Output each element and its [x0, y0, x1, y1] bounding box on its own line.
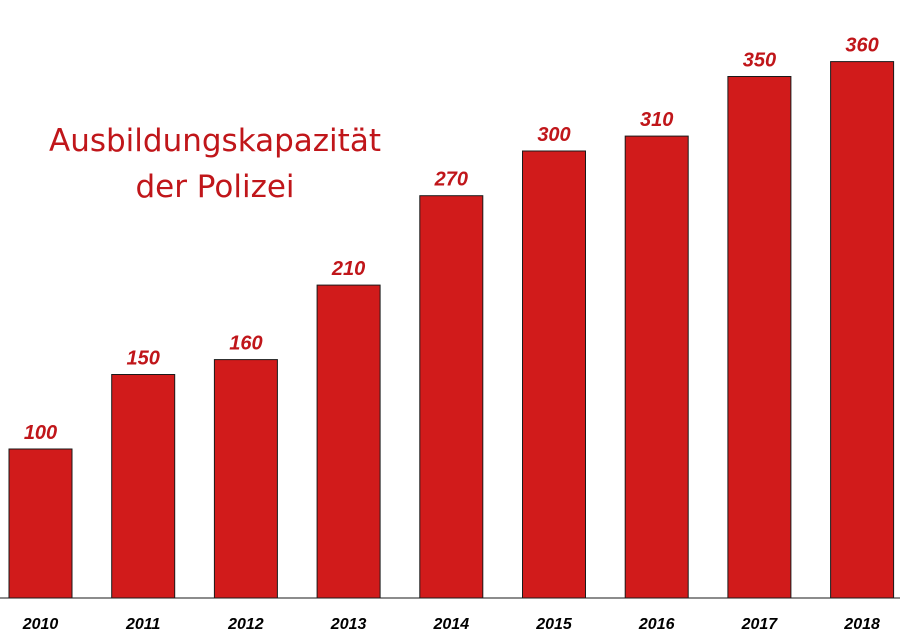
x-tick-label-2016: 2016: [638, 616, 675, 633]
bar-value-label-2010: 100: [24, 422, 57, 444]
value-labels-layer: 100 150 160 210 270 300 310 350 360: [24, 35, 879, 444]
bar-2010: [8, 448, 73, 599]
x-tick-label-2015: 2015: [535, 616, 573, 633]
x-tick-label-2014: 2014: [433, 616, 470, 633]
bar-value-label-2015: 300: [537, 124, 570, 146]
x-tick-labels-layer: 2010 2011 2012 2013 2014 2015 2016 2017 2018: [22, 616, 880, 633]
bars-layer: [8, 61, 895, 599]
chart-title-line-2: der Polizei: [135, 169, 295, 205]
chart-title-line-1: Ausbildungskapazität: [49, 123, 381, 159]
bar-value-label-2017: 350: [743, 50, 776, 72]
bar-2017: [727, 76, 792, 599]
chart-title: Ausbildungskapazität der Polizei: [40, 118, 390, 210]
bar-2012: [213, 359, 278, 599]
x-tick-label-2012: 2012: [227, 616, 264, 633]
bar-value-label-2012: 160: [229, 333, 262, 355]
bar-value-label-2018: 360: [845, 35, 878, 57]
x-tick-label-2018: 2018: [843, 616, 880, 633]
bar-value-label-2011: 150: [127, 348, 160, 370]
x-tick-label-2013: 2013: [330, 616, 367, 633]
x-tick-label-2017: 2017: [741, 616, 779, 633]
x-tick-label-2011: 2011: [125, 616, 161, 633]
bar-2011: [111, 374, 176, 599]
bar-2013: [316, 284, 381, 599]
bar-value-label-2016: 310: [640, 109, 673, 131]
bar-2018: [830, 61, 895, 599]
x-tick-label-2010: 2010: [22, 616, 59, 633]
bar-value-label-2013: 210: [331, 258, 365, 280]
bar-2016: [624, 135, 689, 599]
bar-2015: [522, 150, 586, 599]
bar-value-label-2014: 270: [434, 169, 468, 191]
bar-2014: [419, 195, 484, 599]
